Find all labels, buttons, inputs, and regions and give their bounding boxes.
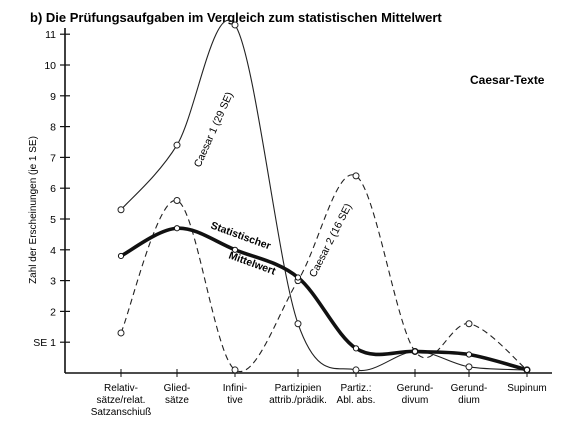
- x-tick-label: Gerund-: [397, 383, 434, 394]
- data-point: [352, 345, 360, 352]
- x-tick-label: Infini-: [223, 383, 247, 394]
- data-point: [523, 366, 531, 374]
- y-tick-label: 8: [50, 122, 56, 134]
- data-point: [465, 320, 473, 328]
- data-point: [173, 141, 181, 149]
- series-annotation: Caesar 1 (29 SE): [192, 90, 236, 169]
- data-point: [231, 246, 239, 253]
- x-tick-label: dium: [458, 395, 480, 406]
- data-point: [465, 363, 473, 371]
- x-tick-label: tive: [227, 395, 243, 406]
- series-line-1: [120, 174, 528, 373]
- series-annotation: Mittelwert: [227, 250, 278, 278]
- series-annotation: Statistischer: [209, 220, 272, 253]
- y-tick-label: 6: [50, 183, 56, 195]
- data-point: [294, 320, 302, 328]
- x-tick-label: Abl. abs.: [337, 395, 376, 406]
- corner-label: Caesar-Texte: [470, 73, 545, 87]
- series-line-2: [120, 226, 528, 372]
- x-tick-label: Partiz.:: [340, 383, 371, 394]
- data-point: [294, 274, 302, 281]
- x-tick-label: sätze: [165, 395, 189, 406]
- x-tick-label: Supinum: [507, 383, 546, 394]
- chart-title: b) Die Prüfungsaufgaben im Vergleich zum…: [30, 10, 442, 25]
- data-point: [117, 252, 125, 260]
- data-point: [352, 366, 360, 374]
- x-tick-label: Gerund-: [451, 383, 488, 394]
- y-tick-label: 2: [50, 306, 56, 318]
- data-point: [231, 21, 239, 29]
- y-tick-label: 9: [50, 91, 56, 103]
- data-point: [173, 197, 181, 205]
- x-tick-label: divum: [402, 395, 429, 406]
- y-tick-label: 11: [45, 29, 56, 41]
- y-tick-label: 3: [50, 276, 56, 288]
- data-point: [117, 206, 125, 214]
- data-point: [117, 329, 125, 337]
- x-tick-label: Glied-: [164, 383, 191, 394]
- x-tick-label: Satzanschiuß: [91, 407, 152, 418]
- data-point: [231, 366, 239, 374]
- y-tick-label: 7: [50, 152, 56, 164]
- x-tick-label: attrib./prädik.: [269, 395, 327, 406]
- series-line-0: [120, 20, 528, 372]
- data-point: [411, 348, 419, 355]
- y-tick-label: 4: [50, 245, 56, 257]
- y-axis-label: Zahl der Erscheinungen (je 1 SE): [28, 136, 39, 284]
- data-point: [352, 172, 360, 180]
- data-point: [465, 351, 473, 358]
- y-tick-label: 10: [44, 60, 56, 72]
- data-point: [173, 225, 181, 232]
- x-tick-label: Relativ-: [104, 383, 138, 394]
- x-tick-label: sätze/relat.: [97, 395, 146, 406]
- x-tick-label: Partizipien: [275, 383, 322, 394]
- y-tick-label: SE 1: [33, 337, 56, 349]
- y-tick-label: 5: [50, 214, 56, 226]
- series-annotation: Caesar 2 (16 SE): [307, 202, 355, 280]
